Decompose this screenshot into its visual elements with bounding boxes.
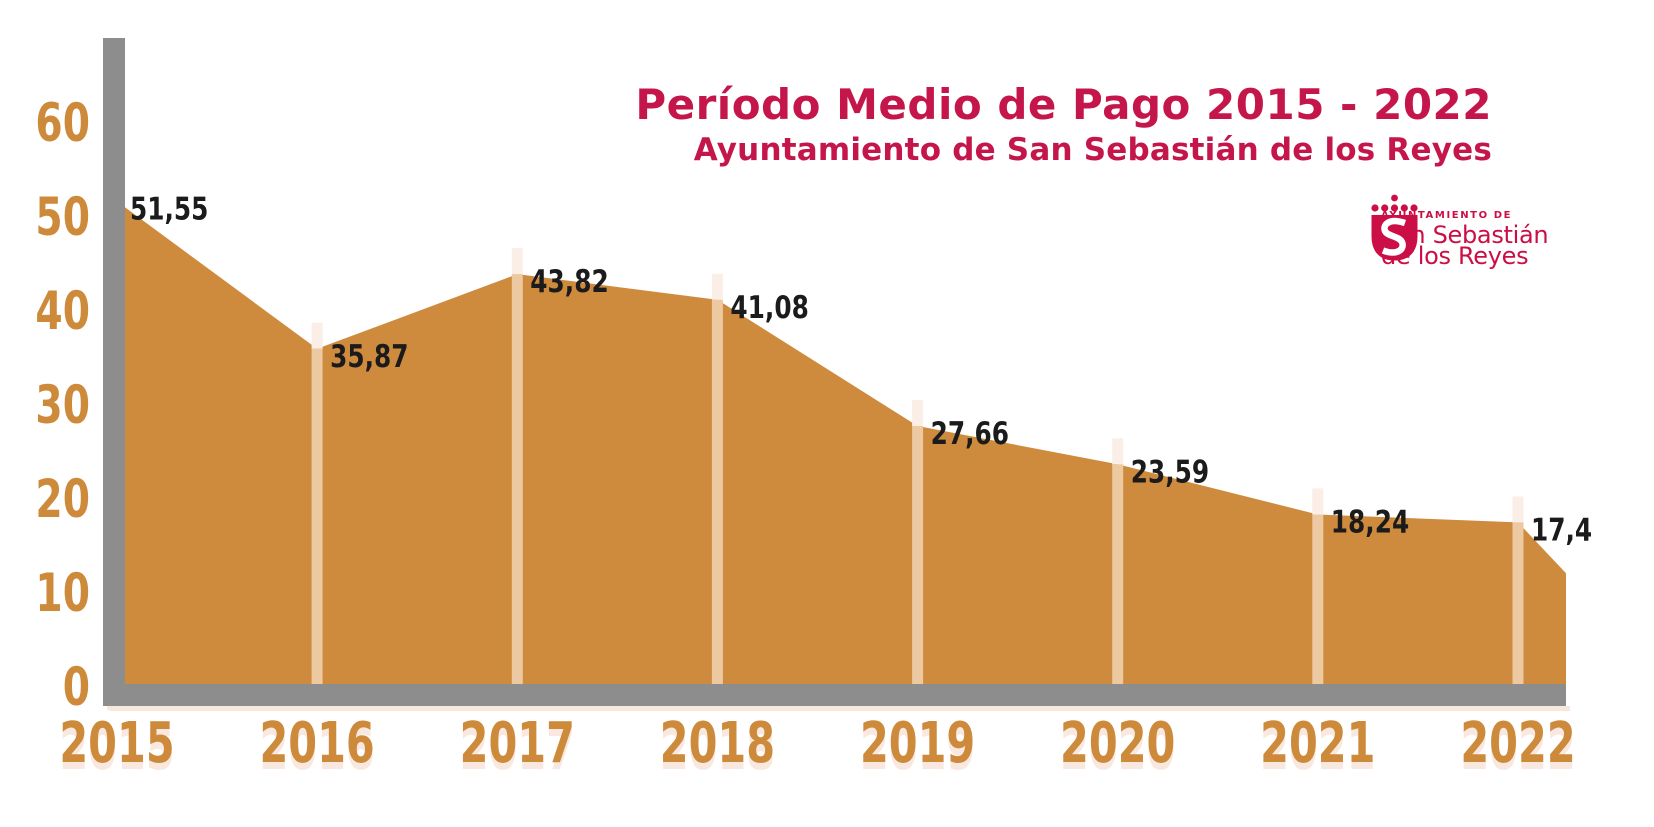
municipality-logo: AYUNTAMIENTO DE San Sebastián de los Rey… [1370,194,1549,268]
x-tick-label: 2018 [660,710,775,776]
page-subtitle: Ayuntamiento de San Sebastián de los Rey… [693,132,1492,168]
year-marker-stripe [1512,522,1524,685]
y-tick-label: 60 [35,92,90,153]
year-marker-stripe-cap [311,322,323,349]
y-tick-label: 40 [35,280,90,341]
x-tick-label: 2021 [1260,710,1375,776]
x-tick-label: 2015 [59,710,174,776]
year-marker-stripe-cap [1112,438,1124,465]
area-fill [117,201,1566,686]
year-marker-stripe [311,348,323,685]
x-tick-label: 2016 [259,710,374,776]
year-marker-stripe-cap [1512,496,1524,523]
year-marker-stripe-cap [511,248,523,275]
year-marker-stripe [711,299,723,685]
value-label: 17,4 [1531,512,1592,548]
x-axis-bar [103,684,1566,706]
x-tick-label: 2020 [1060,710,1175,776]
year-marker-stripe-cap [1312,488,1324,515]
y-tick-label: 20 [35,468,90,529]
x-tick-label: 2022 [1460,710,1575,776]
y-tick-label: 10 [35,562,90,623]
logo-crown-dots [1371,194,1418,212]
value-label: 35,87 [330,338,408,374]
year-marker-stripe [511,274,523,685]
year-marker-stripe [912,426,924,685]
title-block: Período Medio de Pago 2015 - 2022 Ayunta… [635,84,1492,166]
value-label: 41,08 [730,289,808,325]
year-marker-stripe [1312,514,1324,685]
y-tick-label: 30 [35,374,90,435]
y-axis-bar [103,38,125,706]
x-tick-label: 2017 [460,710,575,776]
year-marker-stripe [1112,464,1124,685]
value-label: 27,66 [931,415,1009,451]
year-marker-stripe-cap [912,400,924,426]
y-tick-label: 0 [63,656,90,717]
year-marker-stripe-cap [711,273,723,300]
shield-crown-icon [1371,194,1418,261]
y-tick-label: 50 [35,186,90,247]
x-tick-label: 2019 [860,710,975,776]
value-label: 43,82 [530,263,608,299]
logo-s-glyph [1381,217,1407,256]
page-title: Período Medio de Pago 2015 - 2022 [635,80,1492,129]
value-label: 51,55 [130,191,208,227]
value-label: 18,24 [1331,504,1409,540]
x-axis-shadow [110,706,1570,711]
value-label: 23,59 [1131,454,1209,490]
logo-text-line1: AYUNTAMIENTO DE [1381,210,1513,221]
